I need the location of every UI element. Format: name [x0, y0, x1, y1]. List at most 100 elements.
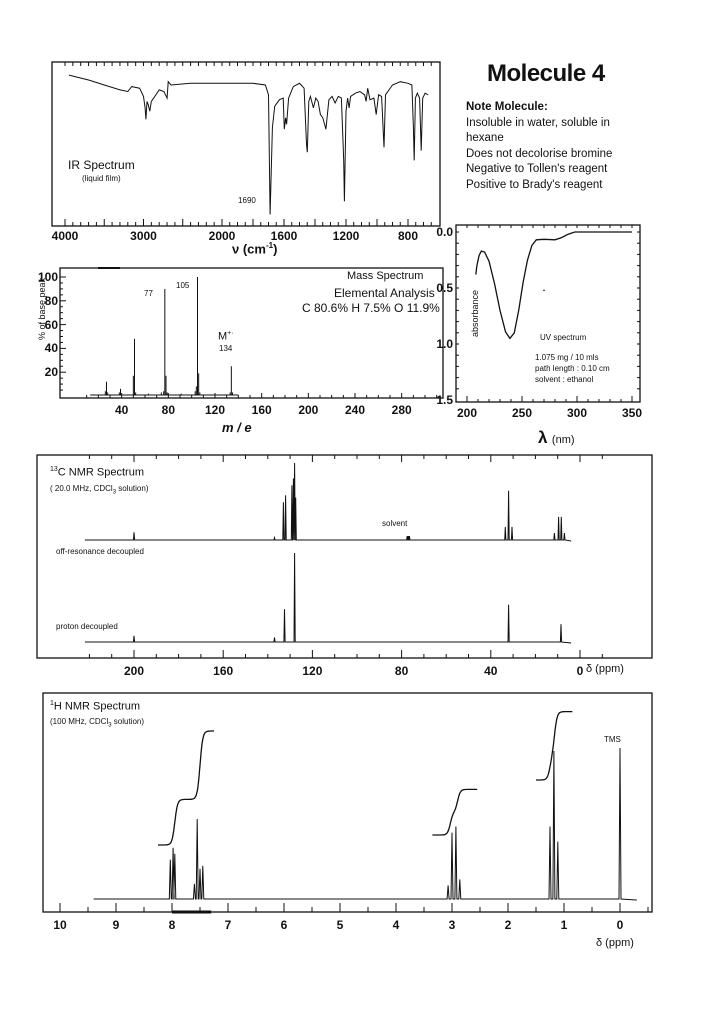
elemental-values: C 80.6% H 7.5% O 11.9%	[302, 301, 440, 315]
h1-xtick-label: 7	[224, 918, 232, 932]
h1-title-text: H NMR Spectrum	[53, 700, 141, 713]
ir-xlabel-text: ν (cm	[232, 241, 266, 257]
uv-title: UV spectrum	[540, 333, 587, 342]
uv-condition: path length : 0.10 cm	[535, 364, 610, 373]
h1-xlabel: δ (ppm)	[596, 937, 634, 949]
molecular-ion-label: M+·	[218, 330, 234, 343]
uv-condition: solvent : ethanol	[535, 375, 594, 384]
uv-condition: 1.075 mg / 10 mls	[535, 353, 599, 362]
h1-xtick-label: 0	[616, 918, 624, 932]
ms-title: Mass Spectrum	[347, 270, 424, 282]
h1-title-sup: 1	[50, 700, 54, 707]
molecular-ion-sup: +·	[227, 330, 234, 337]
uv-frame	[455, 224, 641, 403]
c13-title: 13C NMR Spectrum	[50, 466, 144, 479]
note-line: Positive to Brady's reagent	[466, 178, 603, 191]
h1-xtick-label: 8	[168, 918, 176, 932]
h1-xtick-label: 1	[560, 918, 568, 932]
ir-xtick-label: 1200	[332, 229, 360, 243]
tms-label: TMS	[604, 735, 621, 744]
solvent-label: solvent	[382, 519, 408, 528]
c13-subtitle: ( 20.0 MHz, CDCl3 solution)	[50, 484, 149, 496]
uv-ytick-label: 1.5	[436, 393, 453, 407]
c13-title-text: C NMR Spectrum	[57, 466, 144, 479]
uv-conditions: 1.075 mg / 10 mls path length : 0.10 cm …	[535, 352, 610, 385]
ir-trace	[68, 74, 429, 215]
ms-xtick-label: 40	[114, 403, 129, 417]
c13-frame	[36, 454, 653, 659]
c13-xtick-label: 40	[484, 664, 498, 678]
c13-subtitle-text: ( 20.0 MHz, CDCl	[50, 484, 113, 493]
note-heading: Note Molecule:	[466, 101, 548, 113]
h1-xtick-label: 5	[336, 918, 344, 932]
c13-xtick-label: 0	[576, 664, 584, 678]
uv-ylabel: absorbance	[470, 289, 480, 337]
c13-subtitle-end: solution)	[116, 484, 149, 493]
h1-frame	[42, 692, 653, 913]
ms-xlabel: m / e	[222, 420, 252, 435]
uv-xlabel: λ (nm)	[538, 428, 575, 448]
h1-xtick-label: 6	[280, 918, 288, 932]
elemental-heading: Elemental Analysis	[334, 286, 435, 300]
h1-integral-curve	[432, 788, 478, 836]
h1-xtick-label: 10	[53, 918, 67, 932]
ms-ytick-label: 40	[44, 341, 58, 356]
ir-xtick-label: 4000	[51, 229, 79, 243]
ms-xtick-label: 160	[251, 403, 272, 417]
h1-subtitle-text: (100 MHz, CDCl	[50, 717, 109, 726]
c13-xlabel: δ (ppm)	[586, 663, 624, 675]
ms-xtick-label: 80	[161, 403, 176, 417]
c13-title-sup: 13	[50, 466, 58, 473]
h1-title: 1H NMR Spectrum	[50, 700, 140, 713]
ir-xtick-label: 2000	[208, 229, 236, 243]
proton-decoupled-label: proton decoupled	[56, 622, 118, 631]
c13-off-resonance-trace	[84, 462, 572, 542]
uv-xlabel-unit: (nm)	[551, 434, 575, 446]
ms-xtick-label: 280	[391, 403, 412, 417]
uv-ytick-label: 0.5	[436, 281, 453, 295]
peak-label-134: 134	[219, 344, 233, 353]
ir-xtick-label: 1600	[270, 229, 298, 243]
uv-trace	[475, 231, 632, 340]
c13-xtick-label: 200	[123, 664, 145, 678]
uv-ytick-label: 1.0	[436, 337, 453, 351]
h1-subtitle-sub: 3	[108, 722, 112, 729]
h1-subtitle-end: solution)	[111, 717, 145, 726]
h1-xtick-label: 3	[448, 918, 456, 932]
uv-xlabel-symbol: λ	[538, 428, 548, 447]
c13-xtick-label: 80	[394, 664, 409, 678]
c13-subtitle-sub: 3	[112, 489, 117, 496]
ir-xlabel-end: )	[273, 241, 278, 257]
note-block: Note Molecule: Insoluble in water, solub…	[466, 100, 612, 193]
uv-xtick-label: 250	[511, 406, 533, 420]
h1-xtick-label: 2	[504, 918, 512, 932]
uv-xtick-label: 300	[566, 406, 588, 420]
ms-ytick-label: 20	[44, 365, 58, 380]
ir-subtitle: (liquid film)	[82, 174, 121, 183]
c13-proton-decoupled-trace	[84, 552, 572, 644]
ms-xtick-label: 240	[344, 403, 366, 417]
note-line: Does not decolorise bromine	[466, 147, 613, 160]
ms-xtick-label: 120	[204, 403, 226, 417]
page-title: Molecule 4	[487, 60, 605, 87]
off-resonance-label: off-resonance decoupled	[56, 547, 144, 556]
h1-xtick-label: 9	[112, 918, 120, 932]
ms-ytick-label: 60	[44, 317, 58, 332]
h1-trace	[93, 747, 637, 901]
ms-frame	[59, 267, 444, 399]
ms-xtick-label: 200	[298, 403, 319, 417]
ir-xtick-label: 800	[397, 229, 419, 243]
ir-title: IR Spectrum	[68, 158, 135, 172]
molecular-ion-text: M	[218, 330, 228, 343]
h1-xtick-label: 4	[392, 918, 400, 932]
ir-frame	[51, 61, 441, 227]
uv-ytick-label: 0.0	[436, 225, 453, 239]
ms-ytick-label: 80	[44, 293, 58, 308]
ms-ylabel: % of base peak	[37, 277, 47, 340]
note-line: hexane	[466, 132, 504, 144]
ir-xtick-label: 3000	[130, 229, 157, 243]
peak-label-77: 77	[144, 289, 153, 298]
peak-label-105: 105	[176, 281, 190, 290]
c13-xtick-label: 120	[302, 664, 323, 678]
